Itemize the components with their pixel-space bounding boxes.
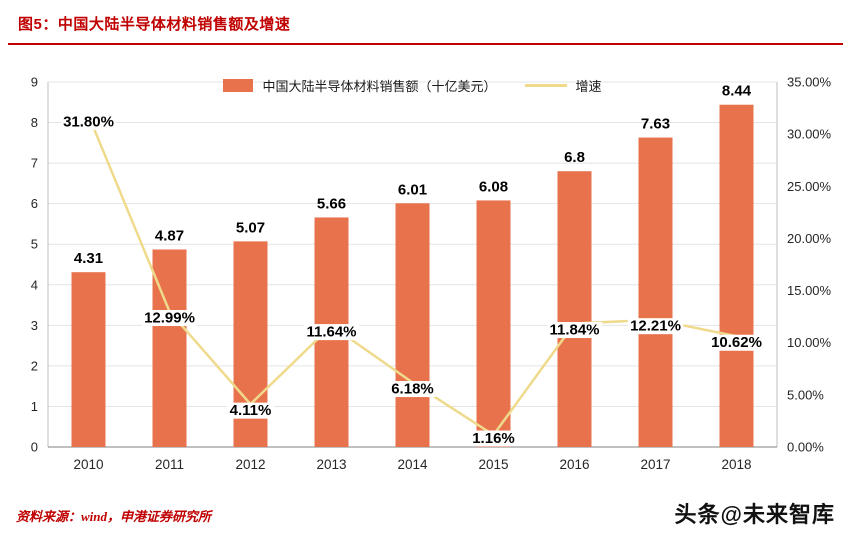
growth-value-label: 11.64% <box>306 324 356 341</box>
line-label-bg <box>708 334 765 351</box>
bar-value-label: 4.87 <box>155 227 184 244</box>
title-divider <box>8 43 843 45</box>
x-axis-label: 2011 <box>155 457 184 472</box>
bar-2010 <box>71 272 106 447</box>
chart-area: 中国大陆半导体材料销售额（十亿美元） 增速 0 1 2 3 4 5 6 7 8 9 0.00% 5.0… <box>0 52 851 482</box>
left-axis-tick: 9 <box>31 75 38 90</box>
growth-value-label: 10.62% <box>711 334 762 351</box>
bar-2011 <box>152 249 187 447</box>
chart-legend: 中国大陆半导体材料销售额（十亿美元） 增速 <box>48 76 777 95</box>
left-axis-tick: 6 <box>31 196 38 211</box>
growth-value-label: 1.16% <box>472 430 515 447</box>
x-axis-label: 2018 <box>721 457 751 472</box>
right-axis-tick: 30.00% <box>787 127 832 142</box>
growth-value-label: 4.11% <box>230 402 272 419</box>
left-axis-tick: 4 <box>31 277 38 292</box>
data-source-note: 资料来源：wind，申港证券研究所 <box>16 509 212 524</box>
bar-2014 <box>395 203 430 447</box>
bar-value-label: 5.66 <box>317 195 346 212</box>
x-axis-label: 2010 <box>73 457 103 472</box>
bar-2015 <box>476 200 511 447</box>
bar-2017 <box>638 137 673 448</box>
right-axis-tick: 10.00% <box>787 335 832 350</box>
growth-value-label: 12.99% <box>144 310 195 327</box>
combo-chart-plot: 0 1 2 3 4 5 6 7 8 9 0.00% 5.00% 10.00% 15.00% 20.00% 25… <box>31 75 832 473</box>
right-axis-tick: 0.00% <box>787 440 824 455</box>
bar-swatch-icon <box>223 79 254 92</box>
left-axis-tick: 5 <box>31 237 38 252</box>
line-label-bg <box>470 430 517 447</box>
bar-2016 <box>557 171 592 447</box>
legend-label-growth: 增速 <box>575 79 602 94</box>
bar-value-label: 6.01 <box>398 181 427 198</box>
growth-value-label: 12.21% <box>630 318 681 335</box>
x-axis-label: 2016 <box>559 457 589 472</box>
left-axis-tick: 0 <box>31 440 38 455</box>
line-label-bg <box>303 324 360 341</box>
legend-label-sales: 中国大陆半导体材料销售额（十亿美元） <box>262 79 497 94</box>
legend-item-sales: 中国大陆半导体材料销售额（十亿美元） <box>223 76 497 95</box>
line-label-bg <box>389 381 436 398</box>
right-axis-tick: 15.00% <box>787 283 832 298</box>
growth-value-label: 6.18% <box>391 381 434 398</box>
line-label-bg <box>546 322 603 339</box>
bar-value-label: 8.44 <box>722 83 752 100</box>
line-label-bg <box>227 402 274 419</box>
left-axis-tick: 8 <box>31 115 38 130</box>
line-swatch-icon <box>524 84 567 87</box>
bar-value-label: 5.07 <box>236 219 265 236</box>
x-axis-label: 2013 <box>316 457 346 472</box>
bar-value-label: 4.31 <box>74 250 103 267</box>
right-axis-tick: 35.00% <box>787 75 832 90</box>
bar-2018 <box>719 104 754 447</box>
right-axis-tick: 5.00% <box>787 387 824 402</box>
left-axis-tick: 2 <box>31 358 38 373</box>
watermark-text: 头条@未来智库 <box>674 502 835 527</box>
bar-value-label: 6.8 <box>564 149 585 166</box>
growth-value-label: 11.84% <box>549 322 599 339</box>
bar-value-label: 6.08 <box>479 178 508 195</box>
bar-value-label: 7.63 <box>641 116 670 133</box>
line-label-bg <box>627 318 684 335</box>
left-axis-tick: 1 <box>31 399 38 414</box>
left-axis-tick: 7 <box>31 156 38 171</box>
left-axis-tick: 3 <box>31 318 38 333</box>
x-axis-label: 2012 <box>235 457 265 472</box>
x-axis-label: 2015 <box>478 457 508 472</box>
right-axis-tick: 25.00% <box>787 179 832 194</box>
chart-header: 图5：中国大陆半导体材料销售额及增速 <box>0 0 851 45</box>
chart-title: 图5：中国大陆半导体材料销售额及增速 <box>18 16 291 33</box>
x-axis-label: 2017 <box>640 457 670 472</box>
growth-value-label: 31.80% <box>63 113 114 130</box>
legend-item-growth: 增速 <box>524 76 602 95</box>
x-axis-label: 2014 <box>397 457 428 472</box>
line-label-bg <box>60 113 117 130</box>
figure-footer: 资料来源：wind，申港证券研究所 头条@未来智库 <box>0 497 851 529</box>
line-label-bg <box>141 310 198 327</box>
right-axis-tick: 20.00% <box>787 231 832 246</box>
